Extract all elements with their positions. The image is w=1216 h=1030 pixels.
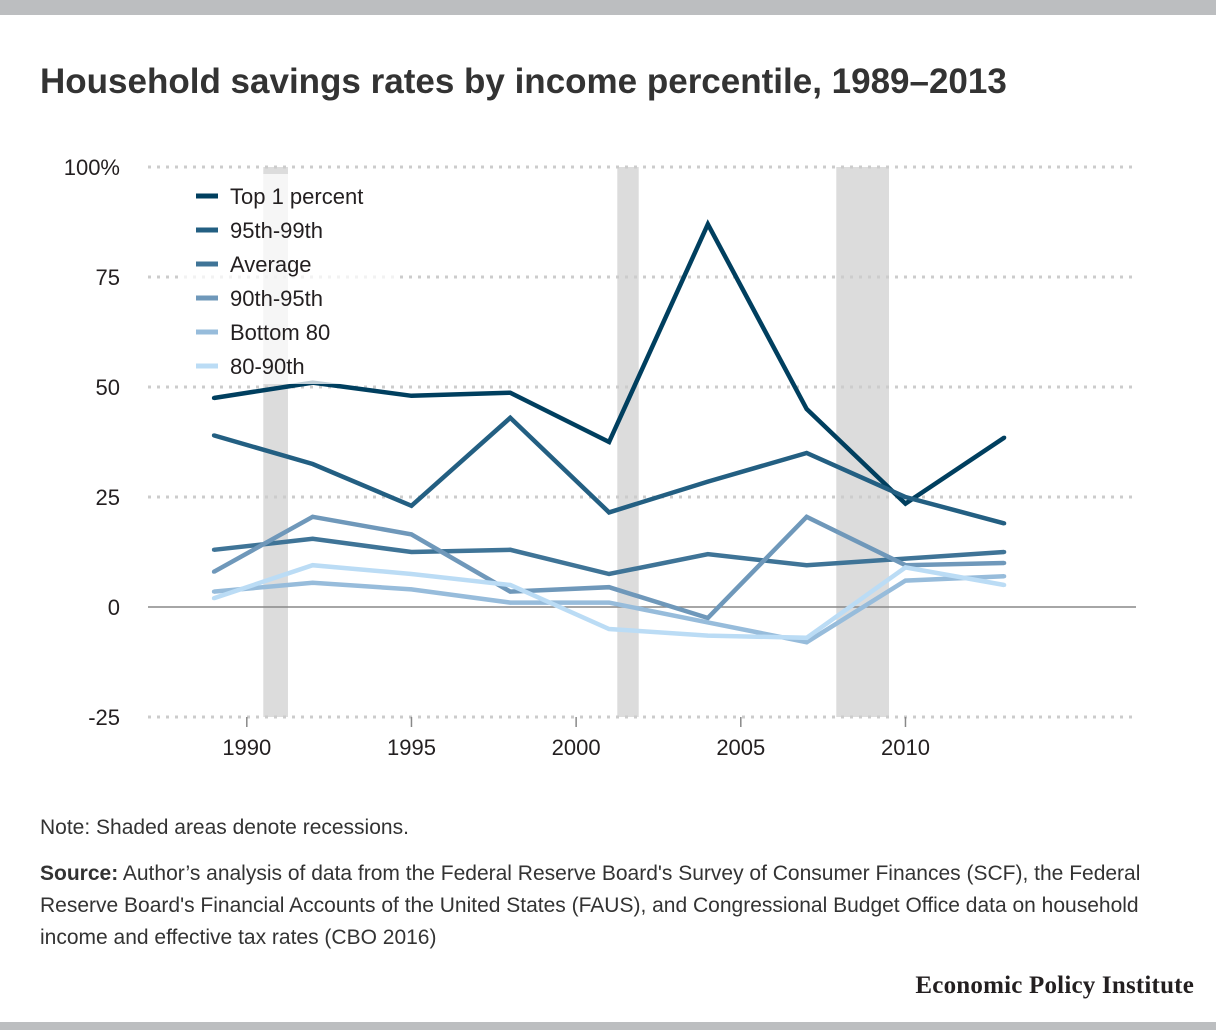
data-point: [211, 433, 216, 438]
data-point: [1002, 550, 1007, 554]
chart-title: Household savings rates by income percen…: [40, 62, 1007, 101]
data-point: [310, 563, 315, 568]
data-point: [211, 596, 216, 601]
legend-label: 90th-95th: [230, 286, 323, 311]
chart-note: Note: Shaded areas denote recessions.: [40, 816, 409, 839]
data-point: [409, 393, 414, 398]
data-point: [607, 572, 612, 576]
data-point: [705, 222, 710, 227]
legend-label: 95th-99th: [230, 218, 323, 243]
legend: Top 1 percent 95th-99th Average 90th-95th Bo…: [182, 174, 398, 384]
x-tick-label: 1990: [222, 735, 271, 760]
data-point: [705, 616, 710, 620]
x-axis: 1990 1995 2000 2005 2010: [222, 717, 930, 760]
data-point: [804, 635, 809, 640]
data-point: [211, 547, 216, 552]
source-text: Author’s analysis of data from the Feder…: [40, 862, 1141, 949]
legend-label: Bottom 80: [230, 320, 330, 345]
data-point: [310, 536, 315, 541]
data-point: [903, 501, 908, 506]
line-chart: 100% 75 50 25 0 -25 1990 1995 2000 2005 2010 Top …: [64, 155, 1136, 760]
data-point: [508, 390, 513, 395]
data-point: [1002, 574, 1007, 579]
data-point: [1002, 561, 1007, 565]
data-point: [409, 503, 414, 508]
data-point: [903, 556, 908, 561]
data-point: [903, 495, 908, 499]
data-point: [508, 415, 513, 420]
legend-background: [182, 174, 398, 384]
y-tick-label: 50: [96, 375, 120, 400]
data-point: [804, 451, 809, 455]
data-point: [903, 565, 908, 570]
data-point: [409, 572, 414, 576]
y-tick-label: 75: [96, 265, 120, 290]
bottom-border-bar: [0, 1022, 1216, 1030]
y-axis: 100% 75 50 25 0 -25: [64, 155, 120, 730]
y-tick-label: -25: [88, 705, 120, 730]
data-point: [211, 396, 216, 400]
data-point: [705, 479, 710, 484]
data-point: [607, 627, 612, 631]
top-border-bar: [0, 0, 1216, 15]
data-point: [903, 578, 908, 583]
data-point: [607, 585, 612, 590]
data-point: [705, 620, 710, 625]
legend-label: Top 1 percent: [230, 184, 363, 209]
legend-label: Average: [230, 252, 312, 277]
data-point: [211, 589, 216, 594]
data-point: [310, 580, 315, 585]
data-point: [508, 600, 513, 605]
data-point: [310, 462, 315, 466]
x-tick-label: 1995: [387, 735, 436, 760]
legend-label: 80-90th: [230, 354, 305, 379]
y-tick-label: 25: [96, 485, 120, 510]
data-point: [508, 547, 513, 552]
source-label: Source:: [40, 862, 119, 885]
data-point: [607, 440, 612, 444]
x-tick-label: 2005: [716, 735, 765, 760]
data-point: [705, 552, 710, 557]
data-point: [310, 514, 315, 519]
source-citation: Source: Author’s analysis of data from t…: [40, 858, 1190, 954]
data-point: [607, 600, 612, 605]
data-point: [804, 407, 809, 411]
recession-band: [836, 167, 889, 717]
data-point: [409, 532, 414, 537]
data-point: [607, 510, 612, 515]
data-point: [409, 587, 414, 592]
data-point: [1002, 435, 1007, 440]
recession-band: [617, 167, 639, 717]
data-point: [508, 589, 513, 594]
x-tick-label: 2010: [881, 735, 930, 760]
data-point: [804, 514, 809, 519]
y-tick-label: 0: [108, 595, 120, 620]
data-point: [1002, 583, 1007, 587]
series-lines: [211, 219, 1007, 645]
data-point: [804, 563, 809, 568]
y-tick-label: 100%: [64, 155, 120, 180]
publisher-logo: Economic Policy Institute: [915, 972, 1194, 999]
x-tick-label: 2000: [552, 735, 601, 760]
data-point: [804, 640, 809, 645]
data-point: [1002, 521, 1007, 526]
data-point: [211, 569, 216, 574]
data-point: [508, 583, 513, 587]
data-point: [705, 633, 710, 638]
data-point: [409, 550, 414, 554]
